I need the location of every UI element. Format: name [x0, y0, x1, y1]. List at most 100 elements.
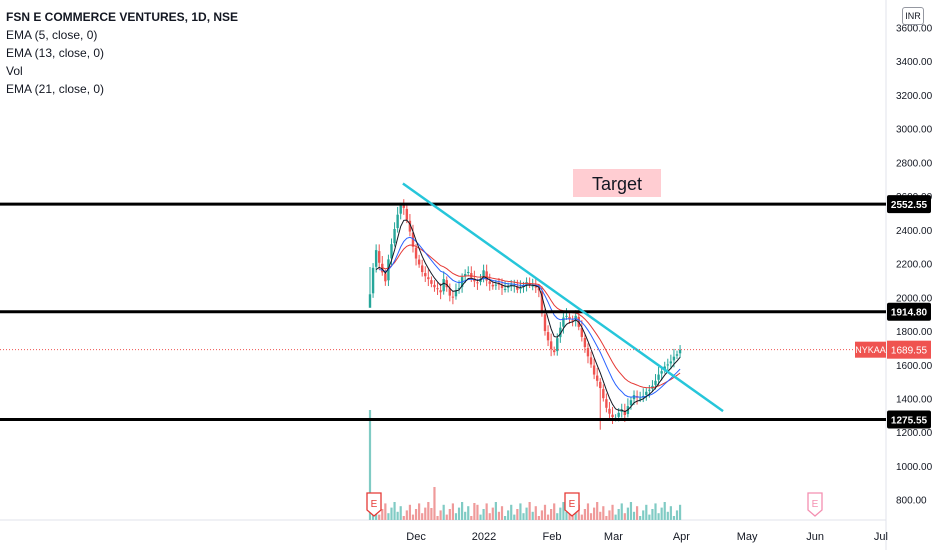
candle[interactable]: [399, 202, 402, 214]
candle[interactable]: [537, 288, 541, 291]
candle[interactable]: [414, 247, 418, 259]
candle[interactable]: [678, 349, 682, 354]
candle[interactable]: [553, 350, 556, 353]
earnings-marker[interactable]: E: [564, 492, 580, 517]
candle[interactable]: [424, 273, 427, 277]
candle[interactable]: [476, 282, 479, 284]
candle[interactable]: [645, 391, 648, 395]
candle[interactable]: [556, 338, 559, 352]
candle[interactable]: [470, 273, 473, 278]
candle[interactable]: [439, 290, 442, 293]
candles[interactable]: [368, 199, 682, 430]
candle[interactable]: [648, 389, 651, 391]
earnings-marker[interactable]: E: [807, 492, 823, 517]
candle[interactable]: [457, 288, 461, 290]
candle[interactable]: [562, 317, 565, 327]
candle[interactable]: [666, 364, 669, 366]
candle[interactable]: [568, 316, 571, 320]
candle[interactable]: [595, 375, 599, 381]
candle[interactable]: [580, 327, 584, 337]
candle[interactable]: [565, 315, 568, 317]
ema5-line[interactable]: [375, 219, 681, 413]
candle[interactable]: [374, 250, 378, 267]
candle[interactable]: [516, 286, 519, 290]
target-annotation-bg[interactable]: [573, 169, 661, 197]
candle[interactable]: [540, 291, 544, 314]
currency-badge[interactable]: INR: [902, 7, 924, 25]
candle[interactable]: [574, 315, 577, 320]
candle[interactable]: [583, 337, 587, 348]
candle[interactable]: [491, 284, 494, 287]
candle[interactable]: [451, 296, 455, 298]
legend-ema21[interactable]: EMA (21, close, 0): [6, 82, 105, 96]
candle[interactable]: [408, 220, 412, 232]
candle[interactable]: [417, 259, 421, 265]
candle[interactable]: [669, 361, 673, 364]
candle[interactable]: [629, 400, 633, 406]
candle[interactable]: [488, 281, 491, 284]
legend-vol[interactable]: Vol: [6, 64, 23, 78]
candle[interactable]: [405, 208, 409, 220]
candle[interactable]: [500, 285, 504, 289]
candle[interactable]: [602, 389, 605, 399]
candle[interactable]: [402, 203, 405, 208]
candle[interactable]: [559, 327, 562, 338]
candle[interactable]: [531, 285, 534, 287]
candle[interactable]: [623, 410, 627, 416]
candle[interactable]: [660, 371, 663, 374]
ema21-line[interactable]: [382, 244, 681, 389]
candle[interactable]: [620, 409, 623, 412]
candle[interactable]: [378, 251, 381, 263]
symbol-title[interactable]: FSN E COMMERCE VENTURES, 1D, NSE: [6, 10, 239, 24]
candle[interactable]: [592, 365, 596, 375]
candle[interactable]: [638, 398, 642, 400]
candle[interactable]: [442, 279, 445, 292]
candle[interactable]: [599, 381, 602, 389]
candle[interactable]: [371, 267, 375, 294]
candle[interactable]: [534, 286, 537, 288]
candle[interactable]: [571, 320, 574, 322]
candle[interactable]: [494, 284, 498, 286]
candle[interactable]: [611, 414, 614, 418]
candle[interactable]: [433, 284, 436, 288]
legend-ema5[interactable]: EMA (5, close, 0): [6, 28, 98, 42]
candle[interactable]: [396, 214, 399, 229]
candle[interactable]: [427, 277, 430, 280]
candle[interactable]: [543, 314, 547, 332]
candle[interactable]: [605, 399, 608, 408]
candle[interactable]: [654, 380, 657, 385]
candle[interactable]: [454, 290, 458, 297]
candle[interactable]: [448, 288, 452, 296]
candle[interactable]: [549, 341, 553, 350]
candle[interactable]: [482, 270, 485, 278]
candle[interactable]: [390, 244, 393, 259]
candle[interactable]: [384, 273, 387, 282]
candle[interactable]: [608, 408, 611, 414]
candle[interactable]: [430, 280, 433, 284]
candle[interactable]: [463, 274, 467, 277]
candle[interactable]: [467, 272, 470, 274]
candle[interactable]: [519, 288, 522, 290]
candle[interactable]: [506, 286, 510, 288]
candle[interactable]: [510, 284, 513, 286]
candle[interactable]: [546, 332, 550, 341]
candle[interactable]: [368, 294, 372, 308]
candle[interactable]: [672, 356, 676, 361]
candle[interactable]: [589, 357, 593, 365]
candle[interactable]: [657, 374, 660, 380]
candle[interactable]: [497, 283, 501, 285]
candle[interactable]: [586, 348, 590, 357]
legend-ema13[interactable]: EMA (13, close, 0): [6, 46, 105, 60]
candle[interactable]: [411, 232, 415, 247]
candle[interactable]: [436, 288, 439, 290]
candle[interactable]: [617, 412, 620, 417]
candle[interactable]: [420, 265, 424, 273]
earnings-marker[interactable]: E: [366, 492, 382, 517]
candle[interactable]: [485, 271, 488, 281]
candle[interactable]: [445, 280, 448, 288]
candle[interactable]: [393, 229, 396, 244]
candle[interactable]: [675, 354, 679, 356]
candle[interactable]: [503, 288, 507, 290]
trendline[interactable]: [402, 182, 724, 413]
